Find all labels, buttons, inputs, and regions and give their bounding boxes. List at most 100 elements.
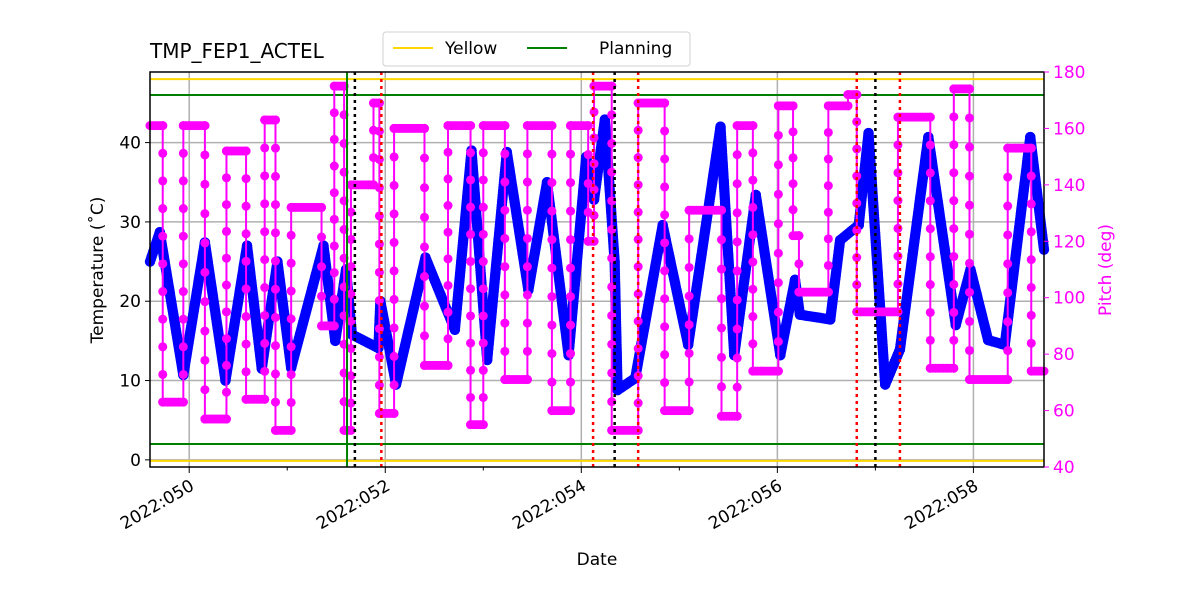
pitch-point	[925, 112, 935, 122]
pitch-point	[329, 214, 339, 224]
pitch-point	[660, 378, 670, 388]
pitch-point	[500, 290, 510, 300]
pitch-point	[732, 150, 742, 160]
pitch-point	[346, 316, 356, 326]
pitch-point	[660, 294, 670, 304]
pitch-point	[794, 259, 804, 269]
pitch-point	[178, 148, 188, 158]
pitch-point	[221, 173, 231, 183]
pitch-point	[478, 420, 488, 430]
pitch-point	[547, 206, 557, 216]
pitch-point	[566, 206, 576, 216]
pitch-point	[589, 185, 599, 195]
pitch-point	[178, 259, 188, 269]
pitch-point	[419, 331, 429, 341]
pitch-point	[684, 406, 694, 416]
pitch-point	[547, 377, 557, 387]
pitch-point	[607, 167, 617, 177]
pitch-point	[566, 406, 576, 416]
pitch-point	[732, 411, 742, 421]
pitch-point	[522, 318, 532, 328]
pitch-point	[389, 294, 399, 304]
pitch-point	[773, 278, 783, 288]
pitch-point	[158, 204, 168, 214]
pitch-point	[221, 334, 231, 344]
pitch-point	[522, 262, 532, 272]
pitch-point	[547, 178, 557, 188]
pitch-point	[286, 342, 296, 352]
pitch-point	[221, 226, 231, 236]
pitch-point	[522, 290, 532, 300]
pitch-point	[260, 143, 270, 153]
pitch-point	[346, 207, 356, 217]
pitch-point	[949, 224, 959, 234]
pitch-point	[773, 248, 783, 258]
pitch-point	[329, 294, 339, 304]
x-tick-label: 2022:050	[117, 476, 198, 534]
y-tick-label: 40	[119, 134, 141, 154]
pitch-point	[500, 318, 510, 328]
pitch-point	[773, 219, 783, 229]
pitch-point	[788, 179, 798, 189]
plot-area	[144, 72, 1050, 467]
pitch-point	[965, 287, 974, 297]
pitch-point	[443, 254, 453, 264]
pitch-point	[547, 121, 557, 131]
pitch-point	[200, 355, 210, 365]
pitch-point	[633, 316, 643, 326]
pitch-point	[748, 202, 758, 212]
pitch-point	[221, 414, 231, 424]
pitch-point	[852, 144, 862, 154]
pitch-point	[178, 231, 188, 241]
pitch-point	[200, 297, 210, 307]
pitch-point	[241, 284, 251, 294]
pitch-point	[389, 237, 399, 247]
pitch-point	[583, 178, 593, 188]
pitch-point	[732, 324, 742, 334]
y2-axis-label: Pitch (deg)	[1096, 224, 1116, 316]
pitch-point	[660, 98, 670, 108]
pitch-point	[443, 360, 453, 370]
pitch-point	[566, 320, 576, 330]
pitch-point	[260, 227, 270, 237]
y-tick-label: 30	[119, 213, 141, 233]
pitch-point	[852, 225, 862, 235]
pitch-point	[732, 382, 742, 392]
x-tick-label: 2022:058	[901, 476, 982, 534]
pitch-point	[788, 153, 798, 163]
pitch-point	[566, 292, 576, 302]
pitch-point	[270, 341, 280, 351]
pitch-point	[270, 200, 280, 210]
pitch-point	[949, 363, 959, 373]
pitch-point	[500, 262, 510, 272]
pitch-point	[773, 189, 783, 199]
pitch-point	[158, 176, 168, 186]
pitch-point	[1026, 227, 1036, 237]
y2-tick-label: 100	[1053, 289, 1085, 309]
pitch-point	[965, 171, 974, 181]
pitch-point	[178, 397, 188, 407]
pitch-point	[716, 264, 726, 274]
pitch-point	[200, 150, 210, 160]
pitch-point	[732, 295, 742, 305]
y2-tick-label: 180	[1053, 63, 1085, 83]
pitch-point	[660, 210, 670, 220]
pitch-point	[389, 180, 399, 190]
pitch-point	[270, 397, 280, 407]
pitch-point	[200, 238, 210, 248]
pitch-point	[823, 234, 833, 244]
pitch-point	[221, 360, 231, 370]
pitch-point	[684, 377, 694, 387]
pitch-point	[716, 235, 726, 245]
pitch-point	[241, 312, 251, 322]
pitch-point	[389, 266, 399, 276]
pitch-point	[286, 258, 296, 268]
pitch-point	[925, 196, 935, 206]
pitch-point	[317, 262, 327, 272]
pitch-point	[547, 263, 557, 273]
pitch-point	[389, 209, 399, 219]
pitch-point	[260, 283, 270, 293]
y2-tick-label: 160	[1053, 119, 1085, 139]
pitch-point	[748, 175, 758, 185]
pitch-point	[241, 229, 251, 239]
